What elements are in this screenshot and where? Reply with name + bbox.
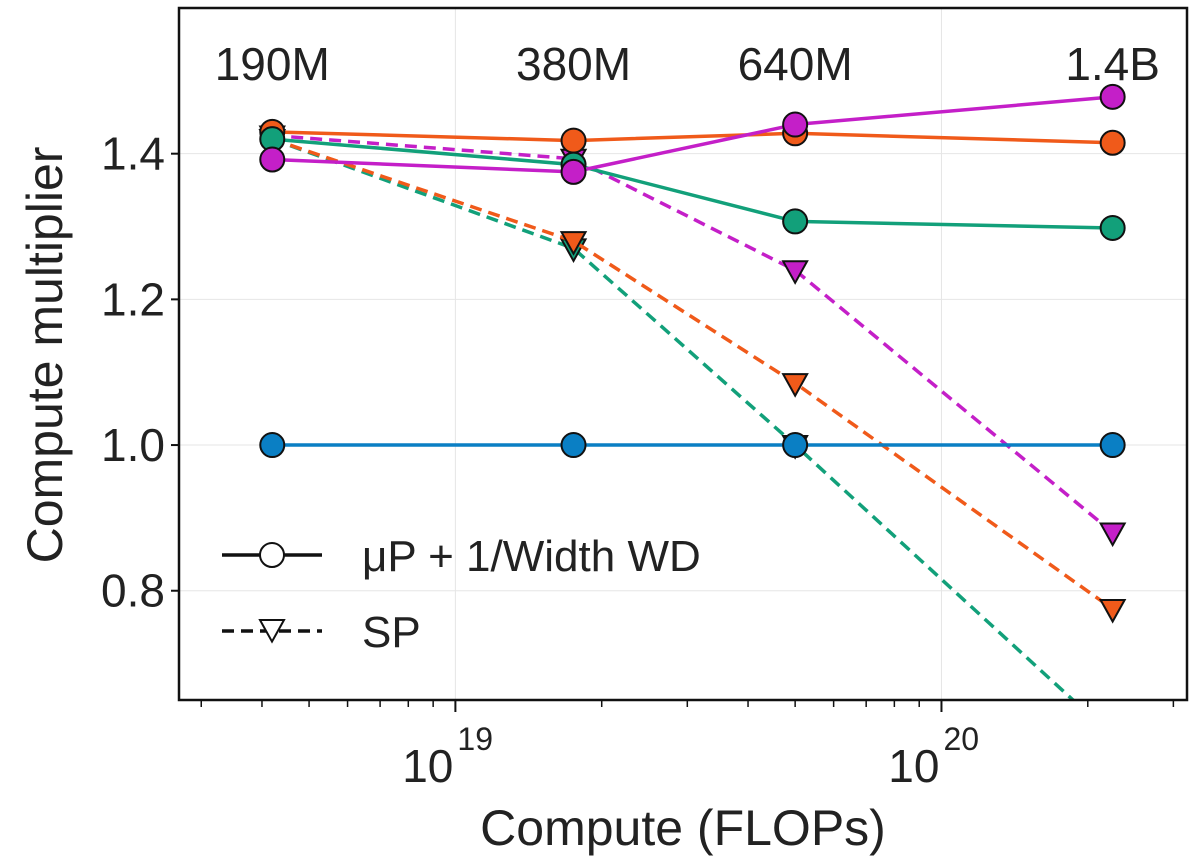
series-line <box>272 130 1113 145</box>
data-point <box>1099 432 1126 459</box>
x-axis-label: Compute (FLOPs) <box>480 800 886 856</box>
y-tick-label: 0.8 <box>101 565 165 617</box>
series-group <box>258 83 1127 700</box>
model-size-label: 640M <box>738 38 853 90</box>
data-point <box>559 231 588 256</box>
y-tick-label: 1.0 <box>101 419 165 471</box>
data-point <box>560 432 587 459</box>
legend-marker <box>259 542 285 568</box>
data-point <box>781 260 809 285</box>
series-line <box>272 95 1113 174</box>
grid <box>179 8 1187 700</box>
model-size-label: 1.4B <box>1065 38 1160 90</box>
y-tick-label: 1.4 <box>101 128 165 180</box>
data-point <box>259 432 286 459</box>
legend-label: SP <box>362 608 421 657</box>
data-point <box>1098 522 1127 548</box>
x-tick-label: 10 <box>402 740 453 792</box>
data-point <box>259 146 286 173</box>
plot-frame <box>177 6 1189 702</box>
data-point <box>782 208 809 235</box>
series-line <box>271 137 1076 700</box>
legend: μP + 1/Width WD SP <box>222 532 701 657</box>
data-point <box>1099 83 1126 110</box>
data-point <box>782 432 809 459</box>
data-point <box>782 111 809 138</box>
x-tick-exponent: 20 <box>943 721 979 757</box>
data-point <box>1098 598 1127 624</box>
data-point <box>1099 214 1126 241</box>
x-tick-exponent: 19 <box>457 721 493 757</box>
series-6 <box>258 125 1127 548</box>
data-point <box>560 127 587 154</box>
y-tick-label: 1.2 <box>101 273 165 325</box>
x-tick-label: 10 <box>888 740 939 792</box>
model-size-label: 190M <box>215 38 330 90</box>
data-point <box>1099 129 1126 156</box>
y-axis: 0.8 1.0 1.2 1.4 <box>101 128 179 617</box>
model-size-label: 380M <box>516 38 631 90</box>
model-size-labels: 190M 380M 640M 1.4B <box>215 38 1160 90</box>
series-line <box>271 137 1114 611</box>
series-3 <box>259 83 1126 185</box>
series-line <box>272 133 1114 534</box>
data-point <box>781 373 809 398</box>
y-axis-label: Compute multiplier <box>17 147 73 564</box>
legend-label: μP + 1/Width WD <box>362 532 701 581</box>
series-0 <box>259 432 1126 459</box>
legend-marker <box>258 619 286 644</box>
series-line <box>272 137 1113 230</box>
data-point <box>560 158 587 185</box>
